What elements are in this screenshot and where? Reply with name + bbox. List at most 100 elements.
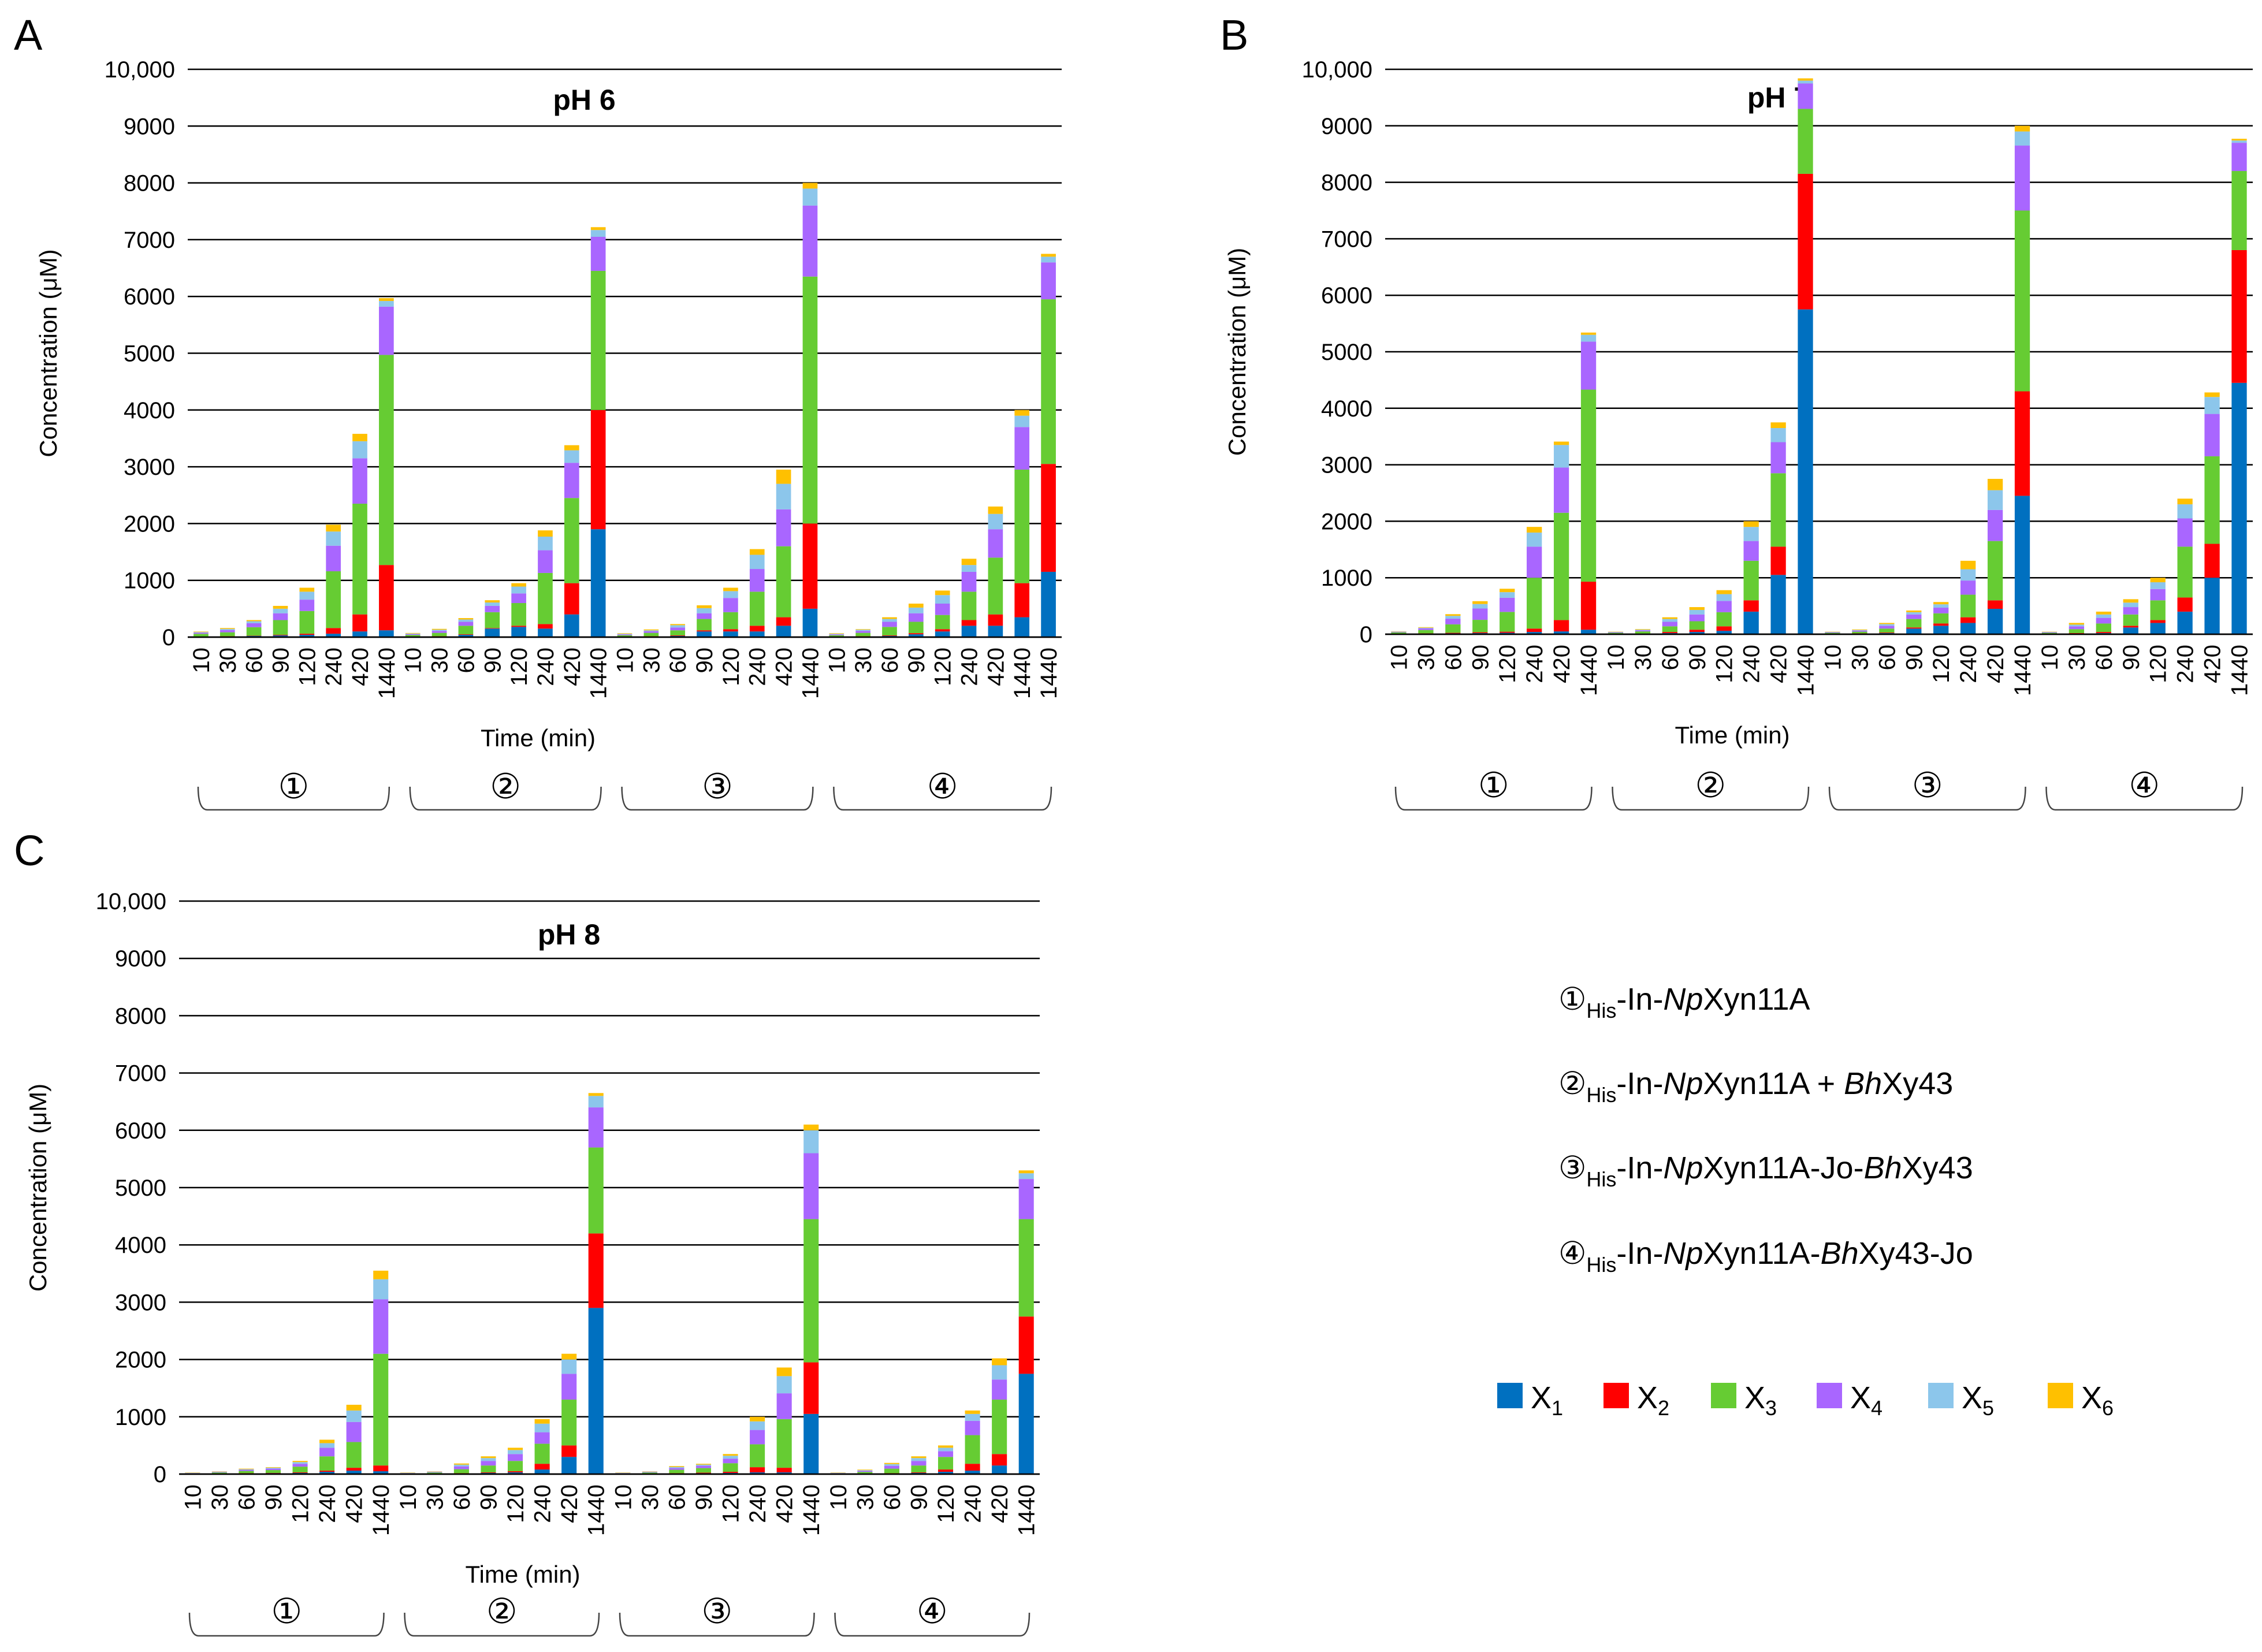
bar-segment-x6 [485,600,500,603]
bar-segment-x4 [1716,601,1732,612]
bar-segment-x4 [803,1153,819,1219]
group-bracket [188,1612,385,1637]
bar-segment-x5 [882,619,897,622]
bar-segment-x3 [1825,632,1840,634]
bar-segment-x2 [1987,600,2003,609]
bar-segment-x6 [750,1416,765,1422]
bar-segment-x5 [855,630,870,631]
bar-segment-x4 [1906,614,1922,619]
x-tick-label: 90 [1902,645,1927,671]
panel-letter: A [14,11,43,59]
bar-segment-x3 [373,1353,389,1466]
bar-segment-x6 [1014,410,1030,416]
bar-segment-x6 [1987,479,2003,490]
x-tick-label: 60 [664,1484,690,1510]
bar-segment-x4 [855,631,870,633]
bar-segment-x5 [511,586,526,594]
group-label: ② [1695,766,1726,805]
bar-segment-x2 [373,1465,389,1472]
x-tick-label: 60 [1658,645,1683,671]
x-tick-label: 1440 [1576,645,1602,696]
y-tick-label: 2000 [115,1348,166,1373]
legend-enzyme-text: Bh [1821,1236,1859,1271]
bar-segment-x5 [485,602,500,606]
bar-segment-x4 [405,634,421,635]
bar-segment-x2 [2014,391,2030,496]
bar-segment-x4 [1041,262,1056,300]
bar-segment-x4 [670,627,686,631]
bar-segment-x2 [1662,632,1677,634]
legend-enzyme-text: -In- [1616,1236,1663,1271]
bar-segment-x3 [481,1465,496,1473]
bar-segment-x5 [239,1469,254,1470]
bar-segment-x5 [2096,614,2111,618]
bar-segment-x6 [884,1463,899,1464]
x-tick-label: 1440 [1010,648,1035,699]
bar-segment-x6 [2177,498,2193,505]
bar-segment-x5 [1472,604,1488,609]
bar-segment-x2 [1018,1316,1034,1374]
bar-segment-x4 [1472,608,1488,620]
bar-segment-x6 [373,1270,389,1279]
bar-segment-x6 [697,605,712,608]
bar-segment-x4 [802,205,818,277]
bar-segment-x2 [1527,628,1542,632]
bar-segment-x5 [669,1467,684,1468]
legend-enzyme-marker: ① [1558,982,1586,1017]
bar-segment-x5 [507,1450,523,1454]
bar-segment-x5 [2014,131,2030,146]
x-tick-label: 420 [560,648,585,686]
bar-segment-x5 [1500,592,1515,598]
bar-segment-x1 [2177,611,2193,634]
bar-segment-x5 [273,608,288,613]
bar-segment-x1 [776,626,791,637]
bar-segment-x4 [988,529,1003,558]
bar-segment-x2 [2204,544,2220,578]
x-tick-label: 120 [2146,645,2171,683]
x-tick-label: 240 [1739,645,1765,683]
bar-segment-x2 [965,1464,980,1471]
bar-segment-x5 [564,450,579,463]
bar-segment-x4 [453,1466,469,1469]
x-tick-label: 120 [288,1484,314,1523]
bar-segment-x3 [1770,473,1786,547]
x-tick-label: 120 [503,1484,529,1523]
legend-swatch-x2 [1604,1383,1629,1408]
bar-segment-x4 [373,1299,389,1354]
y-tick-label: 1000 [115,1405,166,1430]
bar-segment-x5 [219,628,235,630]
bar-segment-x1 [1553,631,1569,634]
bar-segment-x5 [2150,582,2166,589]
bar-segment-x6 [1689,607,1705,610]
legend-enzyme-text: -In- [1616,982,1663,1017]
bar-segment-x3 [908,622,924,634]
x-tick-label: 60 [449,1484,475,1510]
bar-segment-x6 [2231,139,2247,141]
x-tick-label: 60 [242,648,267,674]
bar-segment-x3 [511,603,526,626]
bar-segment-x6 [1418,627,1434,628]
bar-segment-x2 [1906,627,1922,629]
y-tick-label: 5000 [124,341,175,367]
bar-segment-x5 [1527,532,1542,547]
group-label: ② [486,1592,518,1631]
bar-segment-x1 [2204,578,2220,634]
bar-segment-x6 [458,618,474,620]
bar-segment-x6 [588,1093,604,1096]
bar-segment-x6 [961,559,977,565]
x-tick-label: 240 [961,1484,986,1523]
bar-segment-x6 [882,617,897,619]
bar-segment-x4 [1852,630,1867,632]
bar-segment-x6 [2123,599,2138,603]
x-tick-label: 240 [745,1484,771,1523]
bar-segment-x6 [194,631,209,632]
bar-segment-x4 [246,623,262,627]
bar-segment-x1 [561,1457,577,1474]
legend-enzyme-text: Xy43-Jo [1859,1236,1973,1271]
bar-segment-x6 [405,632,421,634]
bar-segment-x4 [749,569,765,592]
legend-series-label: X4 [1850,1381,1882,1420]
bar-segment-x5 [346,1410,362,1422]
bar-segment-x4 [2150,589,2166,601]
bar-segment-x5 [2123,602,2138,608]
